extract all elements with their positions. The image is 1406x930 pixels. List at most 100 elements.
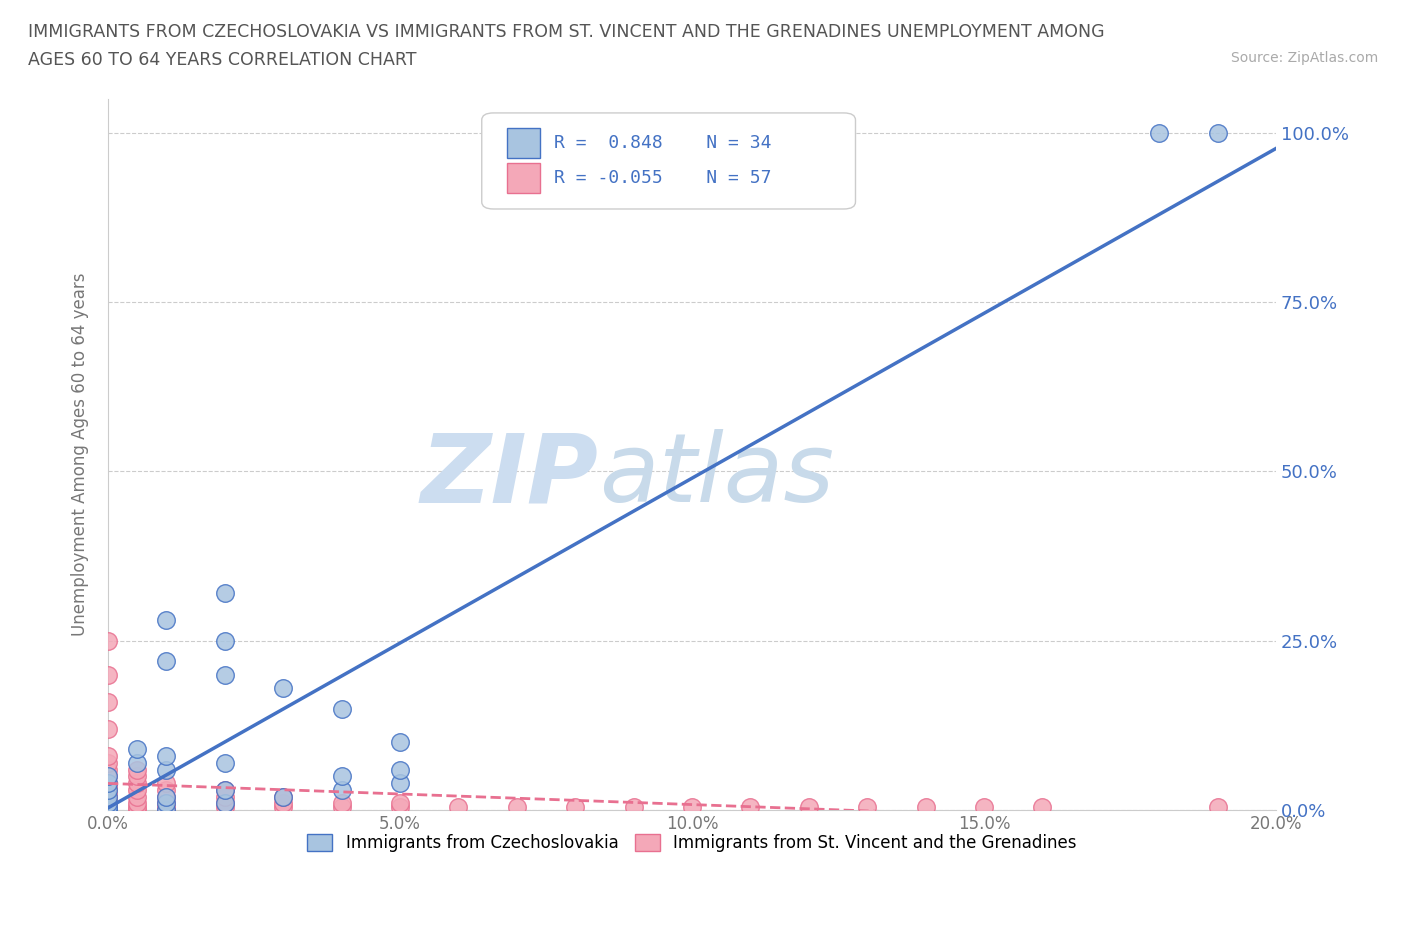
Point — [97, 782, 120, 797]
Point — [973, 800, 995, 815]
Text: IMMIGRANTS FROM CZECHOSLOVAKIA VS IMMIGRANTS FROM ST. VINCENT AND THE GRENADINES: IMMIGRANTS FROM CZECHOSLOVAKIA VS IMMIGR… — [28, 23, 1105, 41]
Point — [97, 796, 120, 811]
Point — [127, 800, 149, 815]
Point — [623, 800, 645, 815]
Point — [127, 803, 149, 817]
Point — [214, 586, 236, 601]
Point — [155, 796, 177, 811]
Point — [97, 800, 120, 815]
Point — [388, 776, 411, 790]
Point — [97, 749, 120, 764]
Point — [564, 800, 586, 815]
Point — [388, 800, 411, 815]
Point — [1206, 126, 1229, 140]
Point — [97, 776, 120, 790]
Point — [506, 800, 529, 815]
Point — [330, 800, 353, 815]
Point — [155, 654, 177, 669]
Point — [740, 800, 762, 815]
Point — [127, 796, 149, 811]
Point — [447, 800, 470, 815]
Point — [97, 803, 120, 817]
Point — [97, 803, 120, 817]
Point — [155, 800, 177, 815]
Point — [97, 633, 120, 648]
Point — [127, 763, 149, 777]
Point — [388, 796, 411, 811]
Point — [214, 790, 236, 804]
Point — [127, 790, 149, 804]
Point — [155, 782, 177, 797]
Point — [155, 749, 177, 764]
Point — [127, 742, 149, 757]
Point — [97, 803, 120, 817]
Point — [97, 769, 120, 784]
Point — [271, 790, 294, 804]
Point — [127, 782, 149, 797]
Point — [681, 800, 703, 815]
Point — [214, 782, 236, 797]
Text: ZIP: ZIP — [420, 430, 599, 523]
Point — [97, 776, 120, 790]
Point — [1147, 126, 1170, 140]
Point — [97, 769, 120, 784]
Text: AGES 60 TO 64 YEARS CORRELATION CHART: AGES 60 TO 64 YEARS CORRELATION CHART — [28, 51, 416, 69]
Point — [127, 755, 149, 770]
Point — [97, 755, 120, 770]
Point — [271, 681, 294, 696]
Text: atlas: atlas — [599, 430, 834, 523]
Point — [155, 613, 177, 628]
Point — [155, 803, 177, 817]
Point — [97, 786, 120, 801]
Point — [155, 803, 177, 817]
FancyBboxPatch shape — [482, 113, 855, 209]
Bar — [508, 127, 540, 158]
Point — [214, 755, 236, 770]
Point — [97, 800, 120, 815]
Point — [127, 769, 149, 784]
Point — [330, 782, 353, 797]
Point — [214, 782, 236, 797]
Point — [214, 633, 236, 648]
Point — [97, 695, 120, 710]
Point — [214, 667, 236, 682]
Point — [97, 779, 120, 794]
Point — [97, 763, 120, 777]
Text: R = -0.055    N = 57: R = -0.055 N = 57 — [554, 169, 772, 187]
Point — [271, 800, 294, 815]
Point — [214, 796, 236, 811]
Point — [1206, 800, 1229, 815]
Point — [856, 800, 879, 815]
Point — [97, 803, 120, 817]
Point — [914, 800, 936, 815]
Point — [155, 790, 177, 804]
Point — [797, 800, 820, 815]
Point — [1031, 800, 1053, 815]
Point — [388, 735, 411, 750]
Point — [155, 790, 177, 804]
Point — [97, 803, 120, 817]
Point — [155, 776, 177, 790]
Point — [127, 776, 149, 790]
Point — [214, 800, 236, 815]
Point — [330, 701, 353, 716]
Point — [97, 667, 120, 682]
Point — [330, 796, 353, 811]
Point — [97, 803, 120, 817]
Point — [97, 803, 120, 817]
Point — [97, 796, 120, 811]
Point — [97, 782, 120, 797]
Point — [271, 796, 294, 811]
Point — [155, 763, 177, 777]
Y-axis label: Unemployment Among Ages 60 to 64 years: Unemployment Among Ages 60 to 64 years — [72, 272, 89, 636]
Point — [388, 763, 411, 777]
Point — [97, 722, 120, 737]
Point — [97, 790, 120, 804]
Text: Source: ZipAtlas.com: Source: ZipAtlas.com — [1230, 51, 1378, 65]
Point — [214, 796, 236, 811]
Point — [97, 790, 120, 804]
Point — [330, 769, 353, 784]
Point — [155, 796, 177, 811]
Text: R =  0.848    N = 34: R = 0.848 N = 34 — [554, 134, 772, 152]
Legend: Immigrants from Czechoslovakia, Immigrants from St. Vincent and the Grenadines: Immigrants from Czechoslovakia, Immigran… — [301, 828, 1084, 858]
